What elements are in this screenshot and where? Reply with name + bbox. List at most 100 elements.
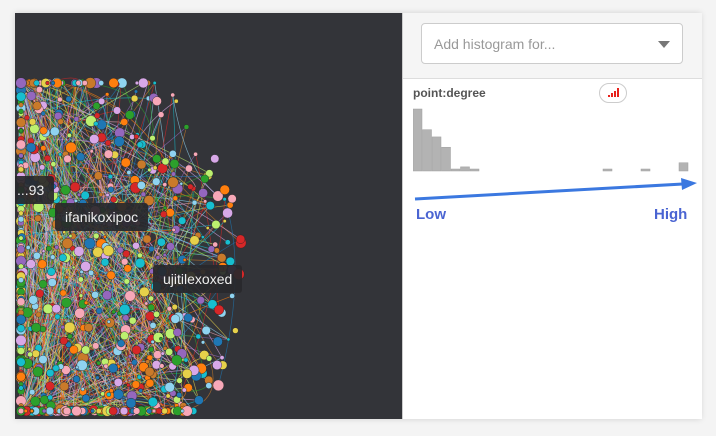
graph-node[interactable]	[59, 381, 69, 392]
graph-node[interactable]	[163, 205, 168, 210]
graph-node[interactable]	[65, 95, 72, 103]
graph-node[interactable]	[131, 380, 140, 389]
graph-node[interactable]	[125, 397, 137, 409]
graph-node[interactable]	[183, 313, 193, 323]
graph-node[interactable]	[74, 307, 86, 319]
graph-node[interactable]	[222, 207, 233, 219]
graph-node[interactable]	[145, 359, 150, 364]
graph-node[interactable]	[153, 310, 160, 318]
graph-node[interactable]	[121, 258, 129, 266]
graph-node[interactable]	[67, 333, 73, 340]
graph-node[interactable]	[24, 114, 30, 121]
graph-node[interactable]	[227, 194, 237, 204]
graph-node[interactable]	[16, 297, 26, 306]
graph-node[interactable]	[219, 355, 225, 360]
graph-node[interactable]	[126, 170, 132, 175]
graph-node[interactable]	[152, 165, 158, 171]
graph-node[interactable]	[40, 145, 47, 152]
graph-node[interactable]	[120, 157, 131, 168]
graph-node[interactable]	[124, 290, 136, 302]
graph-node[interactable]	[61, 297, 72, 308]
graph-node[interactable]	[157, 237, 166, 247]
graph-node[interactable]	[59, 336, 68, 345]
graph-node[interactable]	[91, 290, 99, 299]
graph-node[interactable]	[93, 232, 100, 240]
graph-node[interactable]	[46, 245, 52, 252]
graph-node[interactable]	[18, 277, 24, 283]
graph-node[interactable]	[213, 247, 220, 254]
graph-node[interactable]	[77, 192, 82, 197]
graph-node[interactable]	[54, 313, 61, 320]
graph-node[interactable]	[26, 142, 37, 153]
graph-node[interactable]	[16, 117, 26, 128]
graph-node[interactable]	[157, 111, 165, 118]
graph-node[interactable]	[149, 135, 156, 142]
graph-node[interactable]	[210, 154, 220, 164]
graph-node[interactable]	[113, 136, 125, 147]
graph-node[interactable]	[68, 234, 73, 238]
graph-node[interactable]	[171, 354, 183, 366]
graph-node[interactable]	[136, 141, 144, 148]
graph-node[interactable]	[219, 184, 230, 195]
graph-node[interactable]	[35, 311, 42, 318]
graph-node[interactable]	[147, 303, 155, 312]
graph-node[interactable]	[103, 363, 109, 369]
graph-node[interactable]	[144, 301, 149, 306]
graph-node[interactable]	[16, 91, 26, 102]
graph-node[interactable]	[205, 201, 215, 211]
graph-node[interactable]	[30, 396, 41, 407]
graph-node[interactable]	[171, 303, 178, 311]
graph-node[interactable]	[198, 188, 208, 198]
graph-node[interactable]	[162, 346, 168, 351]
graph-node[interactable]	[130, 94, 139, 103]
graph-node[interactable]	[108, 388, 114, 394]
graph-node[interactable]	[46, 368, 55, 378]
graph-node[interactable]	[201, 325, 211, 335]
graph-node[interactable]	[84, 323, 93, 332]
graph-node[interactable]	[64, 321, 76, 334]
graph-node[interactable]	[117, 339, 125, 348]
graph-node[interactable]	[125, 110, 135, 120]
graph-node[interactable]	[16, 372, 26, 382]
graph-node[interactable]	[165, 208, 175, 218]
graph-node[interactable]	[18, 263, 24, 270]
graph-node[interactable]	[25, 245, 31, 250]
graph-node[interactable]	[127, 354, 132, 359]
graph-node[interactable]	[88, 269, 95, 276]
graph-node[interactable]	[61, 365, 71, 375]
graph-node[interactable]	[35, 86, 43, 94]
graph-node[interactable]	[28, 118, 37, 126]
graph-node[interactable]	[185, 164, 193, 173]
graph-node[interactable]	[78, 293, 84, 298]
graph-node[interactable]	[102, 245, 114, 257]
graph-node[interactable]	[113, 378, 123, 387]
graph-node[interactable]	[110, 196, 117, 203]
graph-node[interactable]	[102, 290, 112, 301]
graph-node[interactable]	[73, 198, 78, 203]
graph-node[interactable]	[17, 407, 25, 415]
graph-node[interactable]	[17, 347, 25, 355]
graph-node[interactable]	[52, 364, 60, 372]
graph-node[interactable]	[152, 154, 162, 164]
graph-node[interactable]	[176, 377, 183, 384]
graph-node[interactable]	[18, 102, 24, 108]
graph-node[interactable]	[50, 80, 56, 86]
histogram-bar[interactable]	[460, 166, 470, 172]
graph-node[interactable]	[182, 258, 187, 262]
graph-node[interactable]	[103, 149, 113, 159]
graph-node[interactable]	[137, 252, 143, 259]
graph-node[interactable]	[47, 394, 53, 401]
graph-node[interactable]	[90, 408, 95, 414]
graph-node[interactable]	[18, 128, 24, 133]
graph-node[interactable]	[32, 366, 44, 377]
graph-node[interactable]	[151, 360, 161, 370]
graph-node[interactable]	[159, 336, 163, 341]
graph-node[interactable]	[133, 134, 139, 140]
graph-node[interactable]	[105, 192, 110, 197]
graph-node[interactable]	[213, 304, 225, 315]
graph-node[interactable]	[107, 174, 113, 180]
graph-node[interactable]	[45, 406, 55, 416]
graph-node[interactable]	[93, 171, 103, 181]
graph-node[interactable]	[73, 116, 80, 122]
graph-node[interactable]	[18, 235, 24, 241]
